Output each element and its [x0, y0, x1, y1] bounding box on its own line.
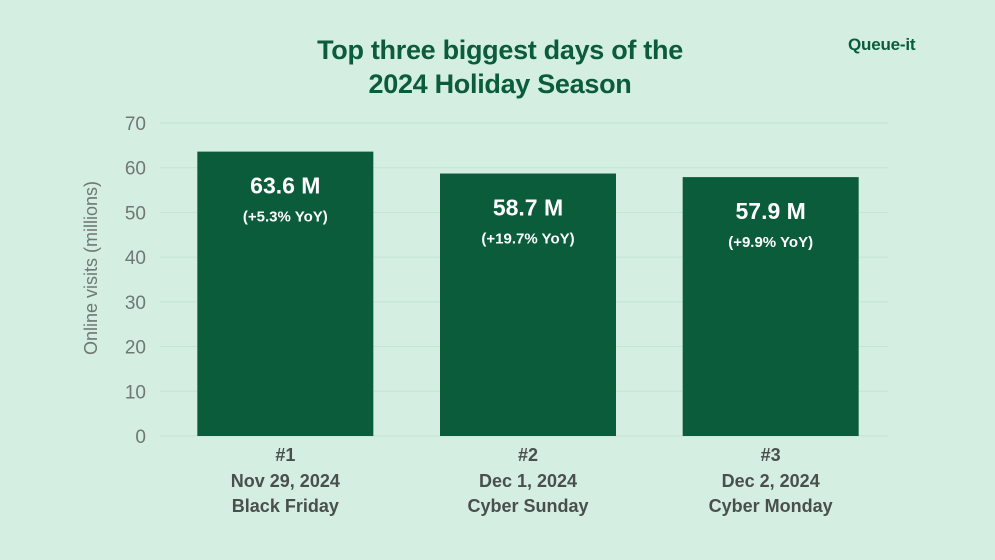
chart-title-line-2: 2024 Holiday Season	[368, 69, 632, 99]
bar-yoy-label: (+5.3% YoY)	[243, 209, 328, 226]
y-tick-label: 70	[125, 114, 146, 135]
y-tick-label: 20	[125, 338, 146, 359]
x-axis-categories: #1 Nov 29, 2024 Black Friday #2 Dec 1, 2024 C…	[231, 445, 833, 516]
y-axis-label: Online visits (millions)	[81, 181, 101, 355]
bar-3	[682, 177, 859, 436]
chart-title: Top three biggest days of the 2024 Holid…	[240, 33, 760, 101]
bar-2	[440, 173, 616, 436]
category-name: Cyber Sunday	[467, 496, 588, 516]
y-tick-label: 50	[125, 203, 146, 224]
y-tick-label: 60	[125, 159, 146, 180]
bars	[197, 151, 859, 437]
category-name: Black Friday	[232, 496, 339, 516]
bar-yoy-label: (+19.7% YoY)	[481, 231, 574, 248]
category-date: Nov 29, 2024	[231, 471, 340, 491]
bar-value-label: 58.7 M	[493, 195, 563, 221]
category-date: Dec 1, 2024	[479, 471, 577, 491]
y-axis-ticks: 0 10 20 30 40 50 60 70	[125, 114, 146, 448]
y-tick-label: 0	[135, 427, 146, 448]
bar-1	[197, 151, 374, 437]
y-tick-label: 30	[125, 293, 146, 314]
category-date: Dec 2, 2024	[722, 471, 820, 491]
bar-yoy-label: (+9.9% YoY)	[728, 234, 813, 251]
bar-value-label: 57.9 M	[736, 198, 806, 224]
category-rank: #1	[275, 445, 295, 465]
category-rank: #2	[518, 445, 538, 465]
bar-labels: 63.6 M (+5.3% YoY) 58.7 M (+19.7% YoY) 57.9 …	[243, 173, 813, 251]
queue-it-logo: Queue-it	[848, 35, 916, 54]
bar-value-label: 63.6 M	[250, 173, 320, 199]
y-tick-label: 10	[125, 382, 146, 403]
category-name: Cyber Monday	[709, 496, 833, 516]
category-rank: #3	[761, 445, 781, 465]
y-tick-label: 40	[125, 248, 146, 269]
chart-title-line-1: Top three biggest days of the	[317, 35, 683, 65]
